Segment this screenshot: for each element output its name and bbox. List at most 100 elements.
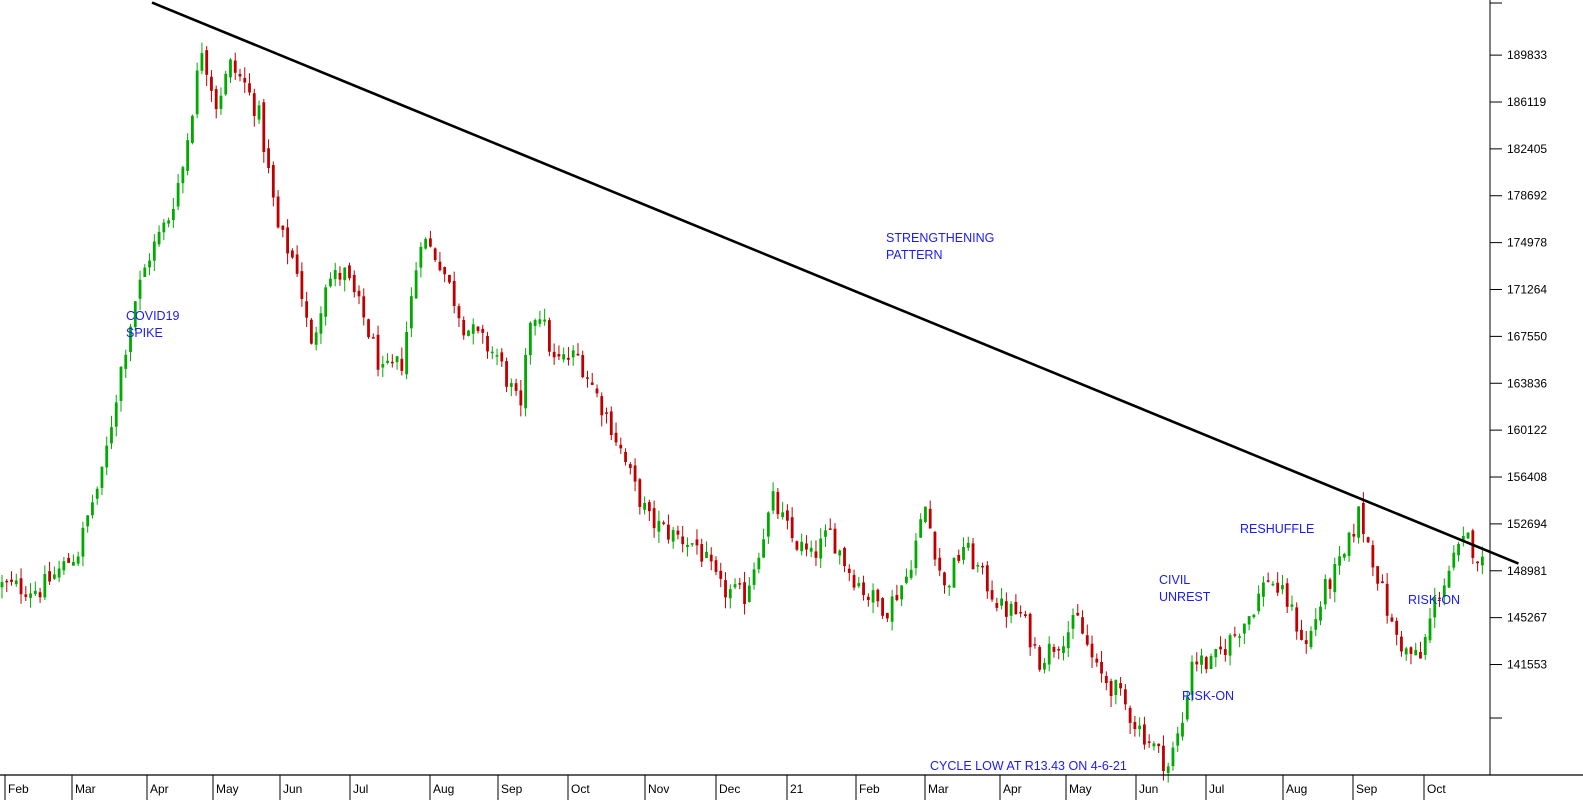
candle-body bbox=[1176, 733, 1180, 746]
candle-body bbox=[1457, 544, 1460, 556]
candle-body bbox=[576, 353, 580, 356]
candle bbox=[728, 584, 732, 609]
candle-body bbox=[619, 444, 623, 449]
candle bbox=[176, 173, 180, 211]
candle bbox=[76, 551, 80, 567]
candle-body bbox=[1028, 613, 1032, 648]
candle bbox=[195, 62, 199, 119]
candle bbox=[91, 494, 94, 519]
candle-body bbox=[609, 411, 613, 436]
candle-body bbox=[390, 361, 394, 364]
x-tick-label: Feb bbox=[8, 782, 29, 796]
candle-body bbox=[243, 77, 247, 83]
candle bbox=[1262, 576, 1265, 607]
candle-body bbox=[990, 590, 994, 600]
candle-body bbox=[443, 267, 447, 275]
candle-body bbox=[1452, 552, 1456, 568]
candle-body bbox=[1109, 681, 1113, 697]
x-tick-label: Jun bbox=[283, 782, 302, 796]
candle bbox=[219, 87, 223, 115]
candle-body bbox=[286, 227, 289, 254]
candle bbox=[571, 345, 575, 366]
candle-body bbox=[971, 543, 975, 570]
candle bbox=[1328, 577, 1332, 599]
candle bbox=[238, 69, 242, 82]
candle bbox=[1085, 624, 1089, 647]
candle bbox=[10, 571, 13, 586]
candle-body bbox=[200, 53, 204, 71]
candle-body bbox=[152, 241, 156, 261]
y-tick-label: 152694 bbox=[1507, 517, 1547, 531]
candle bbox=[105, 436, 109, 476]
candle bbox=[143, 264, 147, 278]
candle-body bbox=[1438, 597, 1441, 600]
candle-body bbox=[590, 382, 594, 385]
candle bbox=[1043, 658, 1046, 674]
candle bbox=[1128, 705, 1132, 734]
candle bbox=[1323, 574, 1327, 610]
candle bbox=[662, 520, 666, 526]
candle bbox=[828, 518, 832, 530]
candle bbox=[805, 535, 808, 557]
candle-body bbox=[819, 538, 823, 559]
y-tick-label: 182405 bbox=[1507, 142, 1547, 156]
candle-body bbox=[1147, 741, 1151, 743]
candle bbox=[947, 584, 951, 596]
candle bbox=[1319, 601, 1322, 626]
candle-body bbox=[1271, 583, 1275, 586]
candle-body bbox=[1128, 707, 1132, 723]
candle bbox=[1100, 650, 1103, 683]
candle-body bbox=[633, 465, 637, 482]
candle-body bbox=[552, 351, 556, 358]
candle bbox=[1238, 633, 1241, 648]
candle bbox=[1447, 565, 1451, 588]
x-tick-label: Mar bbox=[928, 782, 949, 796]
candle bbox=[443, 266, 447, 283]
candle-body bbox=[1333, 564, 1337, 593]
candle bbox=[1009, 601, 1013, 624]
chart-annotation: RISK-ON bbox=[1408, 593, 1460, 607]
candle-body bbox=[1461, 536, 1465, 542]
candle bbox=[738, 577, 742, 590]
candle bbox=[167, 217, 170, 228]
candle-body bbox=[762, 539, 765, 558]
y-tick-label: 186119 bbox=[1507, 95, 1546, 109]
annotation-line: RISK-ON bbox=[1408, 593, 1460, 607]
candle-body bbox=[452, 280, 456, 306]
candle-body bbox=[267, 148, 270, 168]
candle-body bbox=[538, 319, 542, 324]
y-axis: 189833 186119 182405 178692 174978 171264 1675… bbox=[1489, 0, 1547, 775]
candle bbox=[1433, 587, 1437, 629]
candle bbox=[905, 568, 908, 585]
candle bbox=[467, 329, 470, 337]
candle-body bbox=[1390, 617, 1394, 622]
candle-body bbox=[628, 464, 632, 468]
candle bbox=[957, 549, 961, 564]
candle-body bbox=[276, 196, 280, 228]
candle-body bbox=[548, 320, 551, 352]
candle-body bbox=[733, 584, 737, 588]
candle bbox=[609, 406, 613, 441]
candle-body bbox=[100, 466, 104, 488]
candle-body bbox=[1395, 620, 1399, 635]
candle bbox=[1314, 608, 1318, 637]
x-tick-label: 21 bbox=[790, 782, 804, 796]
candle bbox=[795, 540, 799, 552]
candle-body bbox=[543, 319, 547, 322]
candle-body bbox=[62, 561, 66, 571]
candle bbox=[1209, 653, 1213, 670]
candle bbox=[1476, 561, 1479, 572]
candle-body bbox=[52, 574, 56, 579]
candle bbox=[333, 262, 337, 287]
candle-body bbox=[1100, 661, 1103, 674]
candle bbox=[476, 325, 480, 334]
candle-body bbox=[790, 517, 794, 539]
y-tick-label: 145267 bbox=[1507, 611, 1547, 625]
candle bbox=[985, 561, 989, 599]
candle-body bbox=[962, 547, 965, 560]
candle bbox=[171, 197, 175, 229]
candle-body bbox=[1085, 635, 1089, 645]
candle bbox=[757, 552, 761, 574]
candle bbox=[100, 466, 104, 496]
chart-annotation: COVID19 SPIKE bbox=[126, 309, 180, 340]
